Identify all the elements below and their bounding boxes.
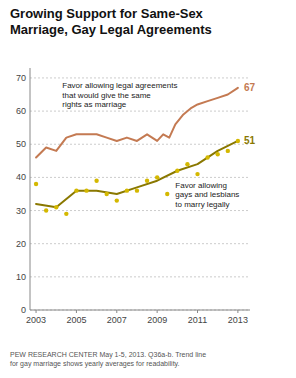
title: Growing Support for Same-SexMarriage, Ga… [10, 6, 212, 37]
y-axis-line [30, 68, 31, 310]
scatter-point [145, 179, 149, 183]
x-tick-label: 2011 [188, 315, 207, 325]
scatter-point [205, 155, 209, 159]
title-line: Growing Support for Same-Sex [10, 6, 204, 21]
annotation: Favor allowing legal agreementsthat woul… [62, 81, 177, 109]
end-label: 51 [244, 135, 256, 146]
scatter-point [94, 179, 98, 183]
scatter-point [185, 162, 189, 166]
annotation-line: that would give the same [62, 91, 151, 100]
y-tick-label: 10 [16, 272, 26, 282]
x-tick-label: 2007 [107, 315, 127, 325]
footnote-line: PEW RESEARCH CENTER May 1-5, 2013. Q36a-… [10, 351, 206, 359]
scatter-point [195, 172, 199, 176]
plot-area [34, 88, 240, 216]
y-tick-label: 30 [16, 206, 26, 216]
scatter-point [236, 139, 240, 143]
x-tick-label: 2003 [26, 315, 46, 325]
scatter-point [44, 208, 48, 212]
scatter-point [175, 169, 179, 173]
footnote: PEW RESEARCH CENTER May 1-5, 2013. Q36a-… [10, 351, 206, 368]
x-tick-label: 2005 [66, 315, 86, 325]
grid-line [30, 111, 250, 112]
y-tick-label: 40 [16, 172, 26, 182]
annotation-line: to marry legally [175, 200, 229, 209]
chart: Growing Support for Same-SexMarriage, Ga… [0, 0, 296, 378]
x-tick-label: 2013 [228, 315, 248, 325]
x-axis-line [30, 310, 250, 311]
grid-line [30, 144, 250, 145]
y-tick-label: 60 [16, 106, 26, 116]
grid-line [30, 77, 250, 78]
grid-line [30, 310, 250, 311]
annotation-line: Favor allowing [175, 181, 227, 190]
scatter-point [84, 188, 88, 192]
scatter-point [64, 212, 68, 216]
y-tick-label: 0 [21, 305, 26, 315]
grid-line [30, 177, 250, 178]
y-tick-label: 50 [16, 139, 26, 149]
y-tick-label: 70 [16, 73, 26, 83]
title-line: Marriage, Gay Legal Agreements [10, 22, 212, 37]
axes: 0 10 20 30 40 50 60 70 2003 2005 2007 2009 2011 2013 [16, 68, 250, 325]
scatter-point [125, 188, 129, 192]
y-tick-label: 20 [16, 239, 26, 249]
scatter-point [104, 192, 108, 196]
line-series [36, 88, 238, 158]
scatter-point [135, 188, 139, 192]
scatter-point [34, 182, 38, 186]
annotation: Favor allowinggays and lesbiansto marry … [175, 181, 239, 209]
scatter-point [165, 192, 169, 196]
end-label: 67 [244, 82, 256, 93]
grid-line [30, 243, 250, 244]
grid-line [30, 276, 250, 277]
scatter-point [54, 205, 58, 209]
annotation-line: rights as marriage [62, 100, 127, 109]
scatter-point [155, 175, 159, 179]
footnote-line: for gay marriage shows yearly averages f… [10, 360, 180, 368]
x-tick-label: 2009 [147, 315, 167, 325]
scatter-point [216, 152, 220, 156]
scatter-point [226, 149, 230, 153]
annotation-line: gays and lesbians [175, 190, 239, 199]
scatter-point [115, 198, 119, 202]
grid-line [30, 210, 250, 211]
annotation-line: Favor allowing legal agreements [62, 81, 177, 90]
scatter-point [74, 188, 78, 192]
